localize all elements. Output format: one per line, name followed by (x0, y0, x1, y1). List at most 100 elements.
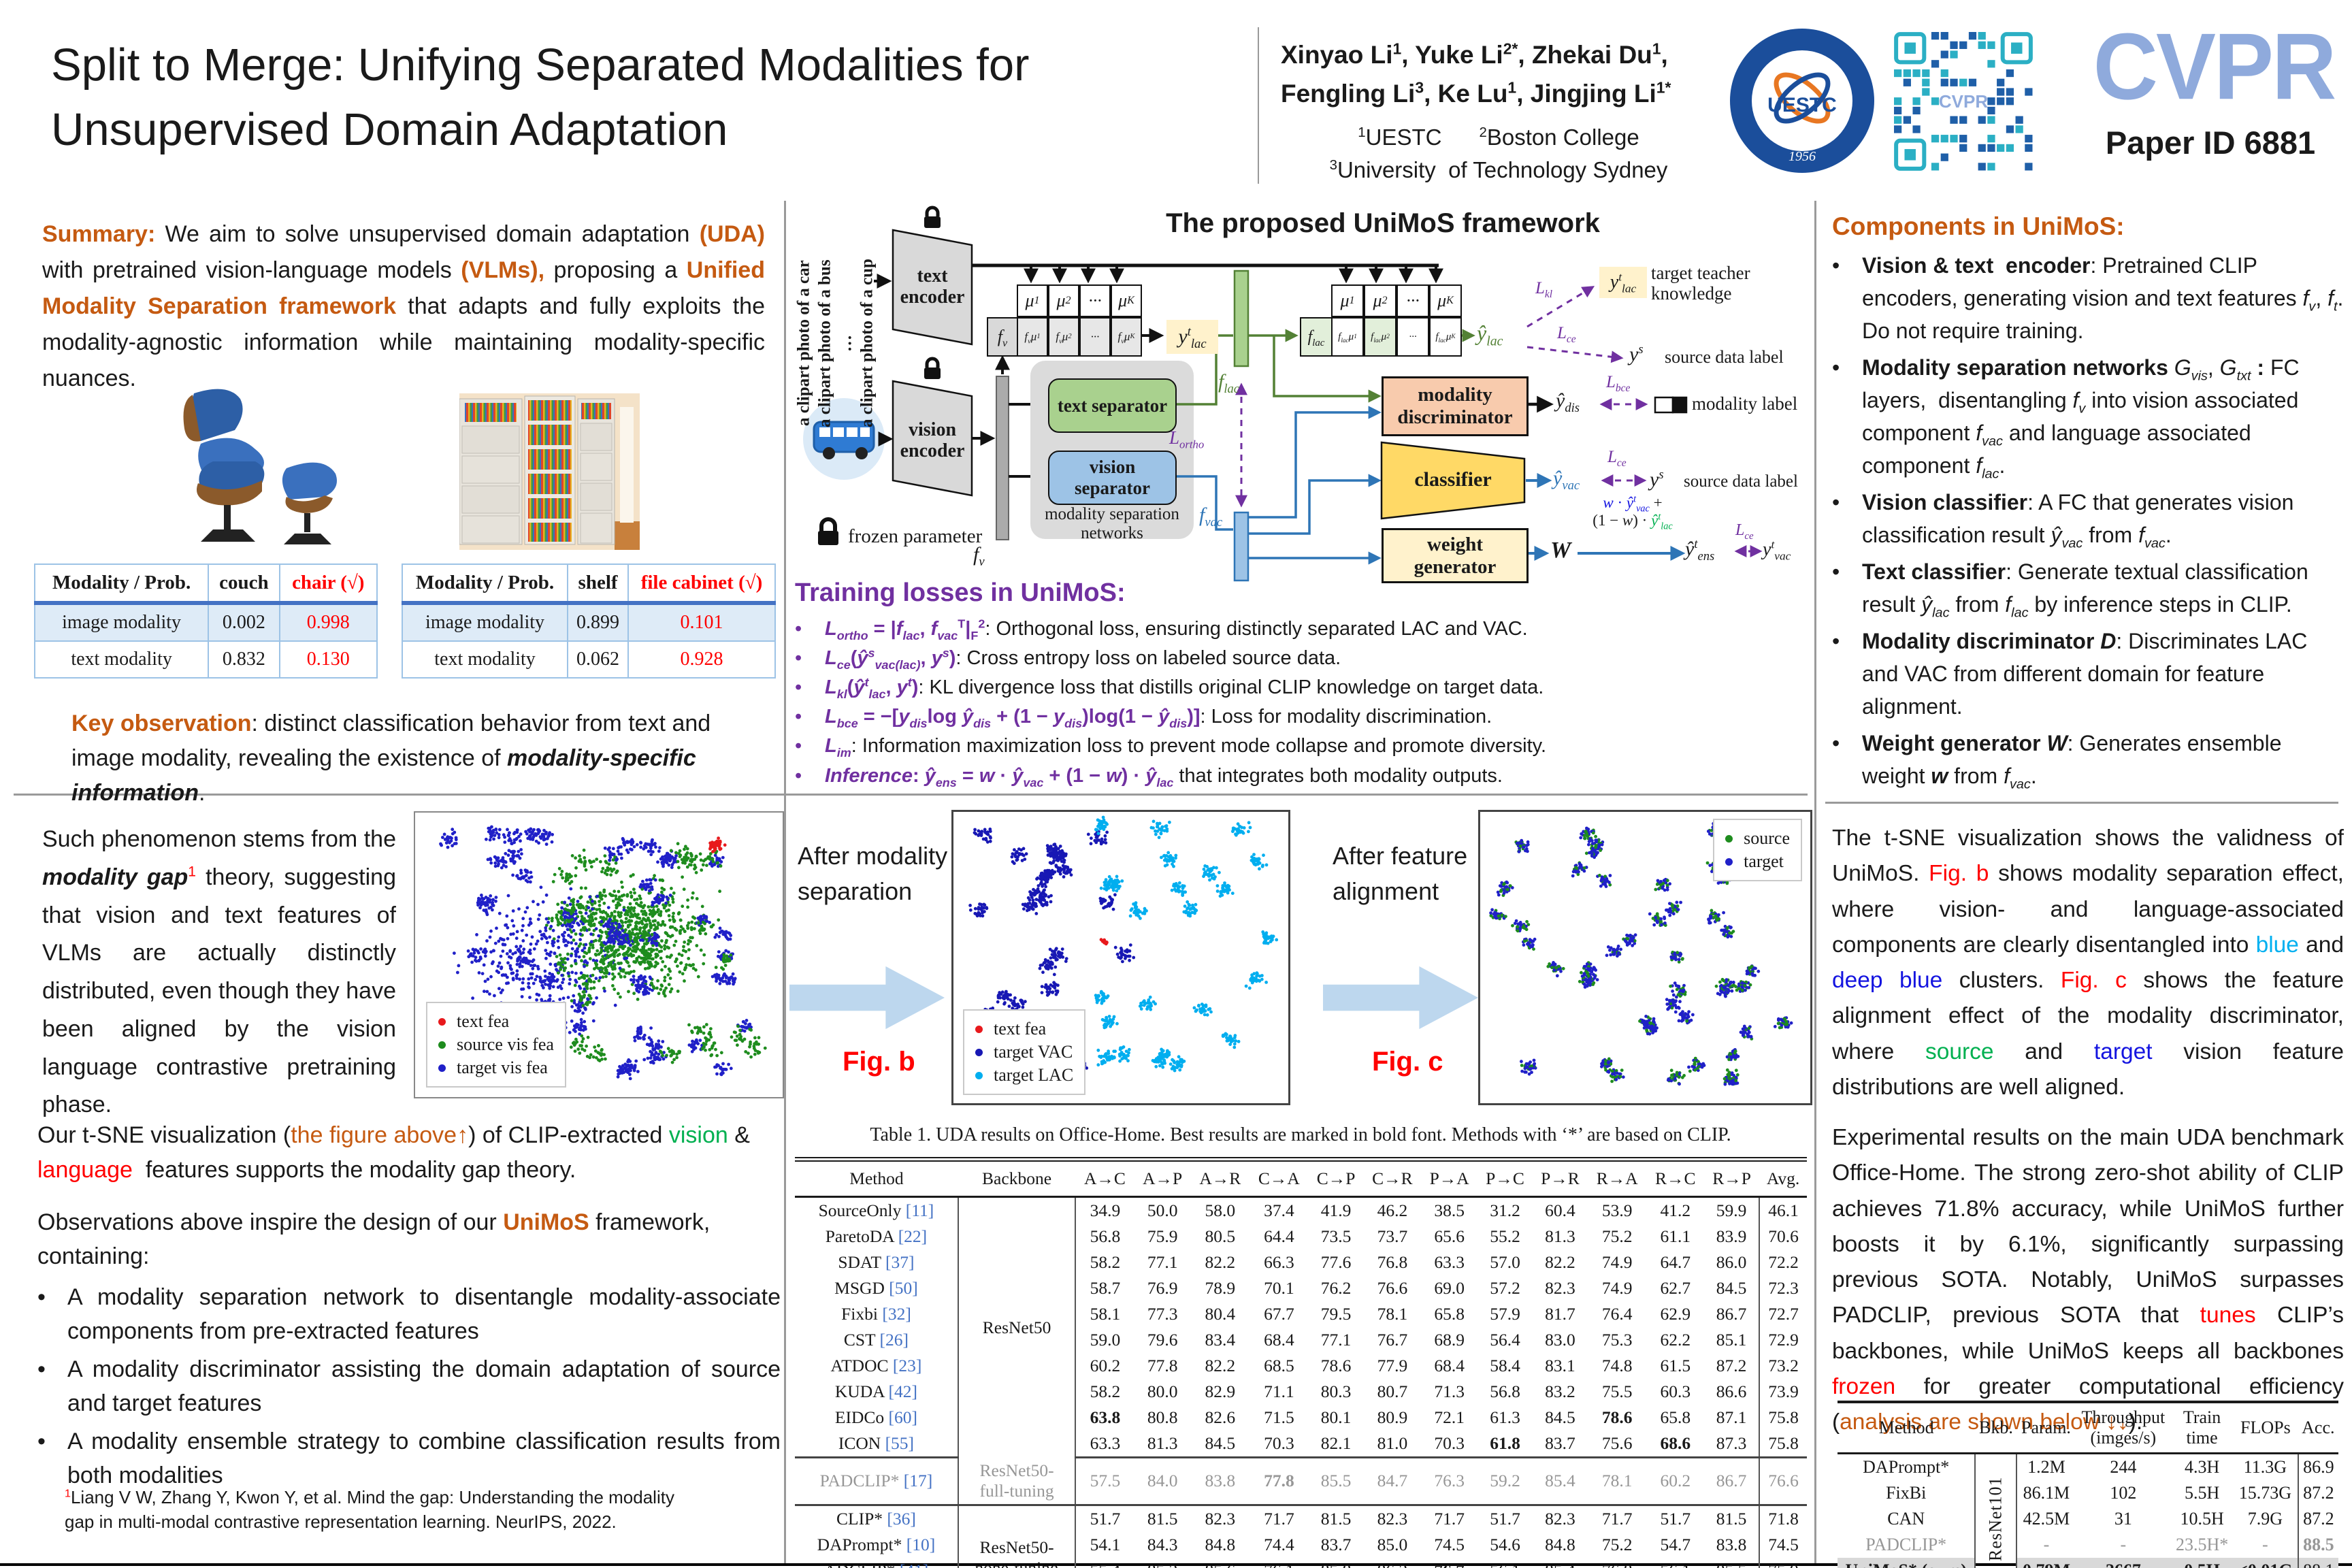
modality-gap-paragraph: Such phenomenon stems from the modality … (42, 826, 396, 1118)
table-cell: 56.8 (1090, 1226, 1121, 1246)
table-cell: 31 (2114, 1508, 2132, 1529)
column-header: P→R (1541, 1169, 1580, 1188)
cell: ··· (1396, 284, 1429, 317)
table-cell: 77.6 (1320, 1252, 1352, 1272)
table-cell: 81.0 (1363, 1431, 1422, 1458)
table-cell: 72.1 (1434, 1407, 1465, 1427)
table-cell: 69.0 (1434, 1278, 1465, 1298)
table-cell: 82.2 (1545, 1252, 1575, 1272)
text-encoder-box: text encoder (900, 265, 965, 308)
table-cell: 76.1 (1250, 1558, 1309, 1568)
table-cell: 0.832 (208, 640, 280, 679)
source-data-label-1: source data label (1665, 347, 1784, 367)
column-header: R→A (1596, 1169, 1638, 1188)
paper-id: Paper ID 6881 (2105, 125, 2316, 161)
table-cell: 84.5 (1545, 1407, 1575, 1427)
table-cell: 86.7 (1716, 1304, 1747, 1324)
ytlac-pseudo-label: ytlac (1166, 320, 1218, 354)
table-cell: 58.2 (1090, 1382, 1121, 1401)
legend-label: text fea (457, 1011, 510, 1031)
cell: fvμ 1 (1017, 317, 1048, 357)
table-cell: 58.2 (1090, 1252, 1121, 1272)
vision-separator-box: vision separator (1048, 451, 1177, 505)
cell: ··· (1079, 317, 1111, 357)
modality-discriminator-box: modality discriminator (1382, 376, 1529, 436)
table-row: ICON [55] 63.3 81.3 84.5 70.3 82.1 81.0 70.3 61.… (795, 1431, 1807, 1458)
table-cell: 74.8 (1601, 1356, 1633, 1375)
legend-item: target LAC (975, 1065, 1073, 1085)
components-title: Components in UniMoS: (1832, 212, 2125, 240)
table-cell: 61.3 (1490, 1407, 1520, 1427)
table-cell: 76.8 (1588, 1558, 1647, 1568)
table-cell: 65.8 (1660, 1407, 1691, 1427)
table-cell: SDAT [37] (795, 1250, 959, 1275)
mu-row-right: μ 1 μ 2 ··· μ K (1331, 284, 1462, 317)
legend-dot-icon (1725, 858, 1733, 866)
legend-item: target vis fea (438, 1058, 554, 1078)
losses-list: • Lortho = |flac, fvacT|F2: Orthogonal lo… (795, 617, 1808, 793)
table-cell: 72.7 (1759, 1301, 1807, 1327)
table-row: PADCLIP* - - 23.5H* - 88.5 (1838, 1531, 2338, 1558)
l-ce-label-3: Lce (1735, 521, 1754, 542)
tsne-figure-b: text fea target VAC target LAC (951, 810, 1290, 1105)
table-cell: 0.79M (2016, 1557, 2076, 1568)
table-cell: FixBi (1838, 1480, 1976, 1506)
table-cell: 74.9 (1601, 1252, 1633, 1272)
column-header: Avg. (1766, 1169, 1800, 1188)
table-cell: 80.4 (1205, 1304, 1236, 1324)
table-cell: 61.1 (1660, 1226, 1691, 1246)
l-ce-label-2: Lce (1607, 448, 1627, 469)
table-cell: 38.5 (1434, 1200, 1465, 1220)
table-cell: ResNet50 (958, 1196, 1077, 1458)
table-cell: 76.6 (1377, 1278, 1408, 1298)
column-header: R→C (1655, 1169, 1696, 1188)
table-cell: ATDOC [23] (795, 1353, 959, 1379)
column-header: Method (1878, 1417, 1934, 1437)
list-item: • Lortho = |flac, fvacT|F2: Orthogonal lo… (795, 617, 1808, 642)
table-cell: - (2043, 1534, 2050, 1554)
summary-paragraph: Summary: We aim to solve unsupervised do… (42, 221, 765, 392)
list-item-text: Lkl(ŷtlac, yt): KL divergence loss that … (825, 675, 1544, 702)
table-cell: 85.5 (1308, 1457, 1364, 1506)
table-cell: image modality (33, 602, 210, 642)
list-item: • Weight generator W: Generates ensemble … (1832, 727, 2345, 792)
table1-caption: Table 1. UDA results on Office-Home. Bes… (870, 1124, 1731, 1145)
text-separator-box: text separator (1048, 378, 1177, 433)
table-row: Fixbi [32] 58.1 77.3 80.4 67.7 79.5 78.1 65.8 57… (795, 1301, 1807, 1327)
table-cell: 68.9 (1434, 1330, 1465, 1350)
table-cell: 46.2 (1377, 1200, 1408, 1220)
table-cell: 41.2 (1660, 1200, 1691, 1220)
arrow-to-fig-c (1323, 966, 1478, 1030)
mu-row-left: μ 1 μ 2 ··· μ K (1017, 284, 1142, 317)
footnote: 1Liang V W, Zhang Y, Kwon Y, et al. Mind… (65, 1487, 674, 1533)
table-row: ADCLIP* [41] 55.485.285.676.185.886.276.7… (795, 1557, 1807, 1568)
bullet-icon: • (795, 735, 802, 757)
table-cell: 84.5 (1190, 1431, 1250, 1458)
table-cell: 59.0 (1090, 1330, 1121, 1350)
table-cell: 0.062 (567, 640, 630, 679)
bullet-icon: • (37, 1284, 46, 1310)
table-cell: 82.3 (1377, 1508, 1408, 1529)
fig-c-label: Fig. c (1372, 1047, 1443, 1077)
list-item-text: Vision & text encoder: Pretrained CLIP e… (1862, 253, 2344, 343)
list-item: • A modality discriminator assisting the … (37, 1353, 781, 1421)
table-cell: 0.5H (2171, 1557, 2234, 1568)
efficiency-table-wrap: Method Bkb. Param. Throughput (imges/s) Train… (1838, 1401, 2338, 1568)
table-cell: 82.2 (1205, 1252, 1236, 1272)
table-cell: 41.9 (1320, 1200, 1352, 1220)
table-cell: 81.3 (1134, 1431, 1191, 1458)
legend-item: source vis fea (438, 1034, 554, 1055)
page-title: Split to Merge: Unifying Separated Modal… (51, 39, 1030, 156)
table-cell: SourceOnly [11] (795, 1196, 959, 1224)
list-item-text: A modality separation network to disenta… (67, 1284, 781, 1344)
table-cell: 65.6 (1434, 1226, 1465, 1246)
table-cell: 59.2 (1477, 1457, 1533, 1506)
table-cell: 58.4 (1490, 1356, 1520, 1375)
lock-icon (924, 206, 941, 228)
observations-block: Observations above inspire the design of… (37, 1206, 781, 1497)
bottom-border (0, 1563, 2352, 1566)
list-item: • Lkl(ŷtlac, yt): KL divergence loss that… (795, 675, 1808, 700)
ytvac-label: ytvac (1763, 538, 1791, 563)
